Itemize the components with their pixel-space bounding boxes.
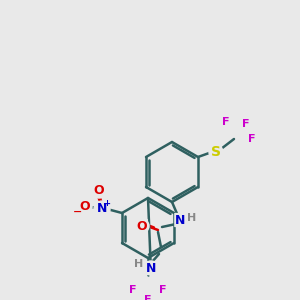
Text: N: N — [175, 214, 185, 226]
Text: N: N — [146, 262, 156, 275]
Text: +: + — [103, 200, 110, 208]
Circle shape — [177, 213, 191, 227]
Text: F: F — [248, 134, 256, 144]
Text: F: F — [242, 119, 250, 129]
Circle shape — [94, 201, 110, 217]
Text: H: H — [134, 259, 144, 269]
Text: N: N — [97, 202, 107, 215]
Text: O: O — [94, 184, 104, 197]
Circle shape — [78, 200, 92, 214]
Text: H: H — [188, 213, 196, 223]
Text: S: S — [211, 145, 221, 159]
Circle shape — [135, 219, 149, 233]
Text: F: F — [159, 285, 167, 295]
Text: F: F — [222, 117, 230, 127]
Circle shape — [92, 184, 106, 198]
Text: −: − — [73, 207, 83, 217]
Text: F: F — [129, 285, 137, 295]
Circle shape — [209, 145, 223, 159]
Circle shape — [144, 261, 158, 275]
Text: O: O — [137, 220, 147, 232]
Text: F: F — [144, 295, 152, 300]
Text: O: O — [80, 200, 90, 214]
